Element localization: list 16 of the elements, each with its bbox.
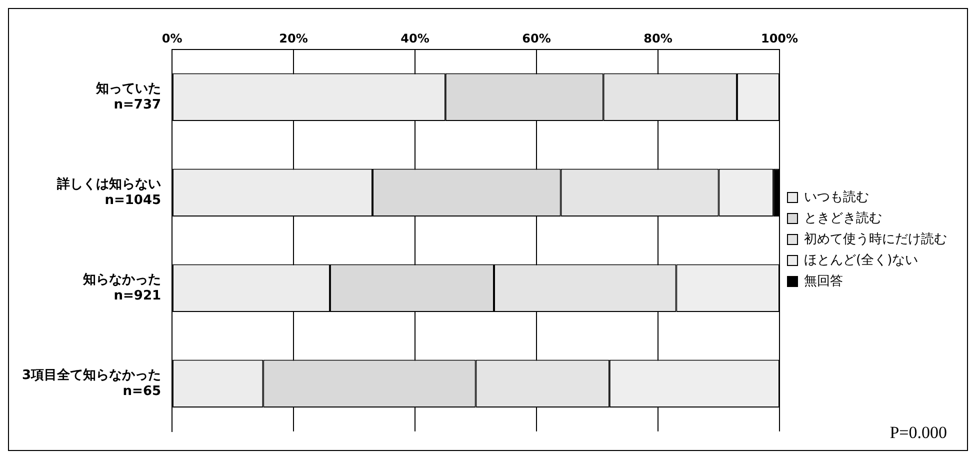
y-tick-label: 詳しくは知らない n=1045 xyxy=(56,176,162,208)
legend-label: ときどき読む xyxy=(804,210,882,226)
x-tick-label: 80% xyxy=(644,31,672,46)
y-tick-label: 知っていた n=737 xyxy=(95,82,162,112)
x-tick-label: 20% xyxy=(279,31,308,46)
legend-label: 初めて使う時にだけ読む xyxy=(804,232,947,247)
legend-label: いつも読む xyxy=(804,190,869,205)
x-tick-label: 60% xyxy=(522,31,551,46)
legend-label: 無回答 xyxy=(804,274,843,289)
text: P=0.000 xyxy=(890,423,947,442)
x-tick-label: 0% xyxy=(162,31,182,46)
x-tick-label: 40% xyxy=(400,31,430,46)
legend-label: ほとんど(全く)ない xyxy=(804,252,918,268)
y-tick-label: 3項目全て知らなかった n=65 xyxy=(22,368,162,399)
y-tick-label: 知らなかった n=921 xyxy=(82,272,162,304)
x-tick-label: 100% xyxy=(760,31,798,46)
